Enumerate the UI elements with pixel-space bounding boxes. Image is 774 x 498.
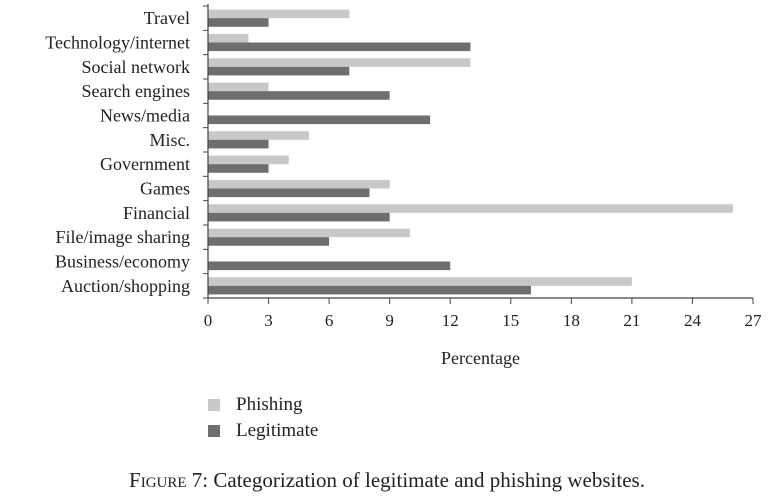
- category-label-file-image-sharing: File/image sharing: [56, 227, 190, 247]
- bar-legitimate-travel: [208, 18, 269, 27]
- category-label-games: Games: [140, 179, 190, 199]
- category-label-misc: Misc.: [150, 130, 191, 150]
- x-tick-label-12: 12: [442, 311, 459, 330]
- category-label-social-network: Social network: [82, 57, 190, 77]
- bar-legitimate-search-engines: [208, 91, 390, 100]
- bar-legitimate-games: [208, 188, 370, 198]
- x-tick-label-21: 21: [623, 311, 640, 330]
- bar-phishing-auction-shopping: [208, 277, 632, 286]
- caption-text: : Categorization of legitimate and phish…: [202, 468, 645, 492]
- legend-swatch-legitimate: [208, 425, 220, 437]
- category-label-government: Government: [100, 154, 190, 174]
- x-tick-label-6: 6: [325, 311, 334, 330]
- category-label-financial: Financial: [123, 203, 190, 223]
- x-tick-label-15: 15: [502, 311, 519, 330]
- category-label-business-economy: Business/economy: [55, 252, 190, 272]
- legend-item-phishing: Phishing: [208, 392, 318, 418]
- x-axis-title: Percentage: [441, 348, 520, 368]
- x-tick-label-18: 18: [563, 311, 580, 330]
- bar-phishing-financial: [208, 204, 733, 213]
- legend: Phishing Legitimate: [208, 392, 318, 444]
- bar-phishing-games: [208, 179, 390, 189]
- figure-caption: Figure 7: Categorization of legitimate a…: [0, 468, 774, 493]
- x-tick-label-24: 24: [684, 311, 702, 330]
- category-label-search-engines: Search engines: [82, 81, 190, 101]
- bar-legitimate-technology-internet: [208, 42, 471, 52]
- x-tick-label-27: 27: [745, 311, 763, 330]
- category-label-news-media: News/media: [100, 106, 190, 126]
- bar-chart: Travel Technology/internet Social network S…: [45, 4, 763, 368]
- legend-swatch-phishing: [208, 399, 220, 411]
- bar-legitimate-auction-shopping: [208, 285, 531, 295]
- bar-phishing-technology-internet: [208, 33, 249, 43]
- category-label-auction-shopping: Auction/shopping: [61, 276, 190, 296]
- bar-legitimate-news-media: [208, 115, 431, 125]
- bar-phishing-travel: [208, 9, 350, 19]
- figure-number: Figure 7: [129, 468, 203, 492]
- bar-phishing-social-network: [208, 58, 471, 67]
- bar-phishing-government: [208, 155, 289, 165]
- bar-legitimate-file-image-sharing: [208, 237, 330, 246]
- legend-label-legitimate: Legitimate: [236, 420, 319, 441]
- bar-phishing-search-engines: [208, 82, 269, 92]
- legend-item-legitimate: Legitimate: [208, 418, 318, 444]
- bar-phishing-file-image-sharing: [208, 228, 410, 238]
- x-tick-label-3: 3: [264, 311, 273, 330]
- category-label-travel: Travel: [144, 8, 190, 28]
- category-label-technology-internet: Technology/internet: [45, 33, 190, 53]
- bar-legitimate-business-economy: [208, 261, 451, 271]
- x-tick-label-9: 9: [385, 311, 394, 330]
- bar-phishing-misc: [208, 131, 309, 140]
- bar-legitimate-government: [208, 164, 269, 173]
- bar-legitimate-social-network: [208, 66, 350, 76]
- x-tick-label-0: 0: [204, 311, 213, 330]
- legend-label-phishing: Phishing: [236, 394, 303, 415]
- bar-legitimate-financial: [208, 212, 390, 222]
- bar-legitimate-misc: [208, 139, 269, 149]
